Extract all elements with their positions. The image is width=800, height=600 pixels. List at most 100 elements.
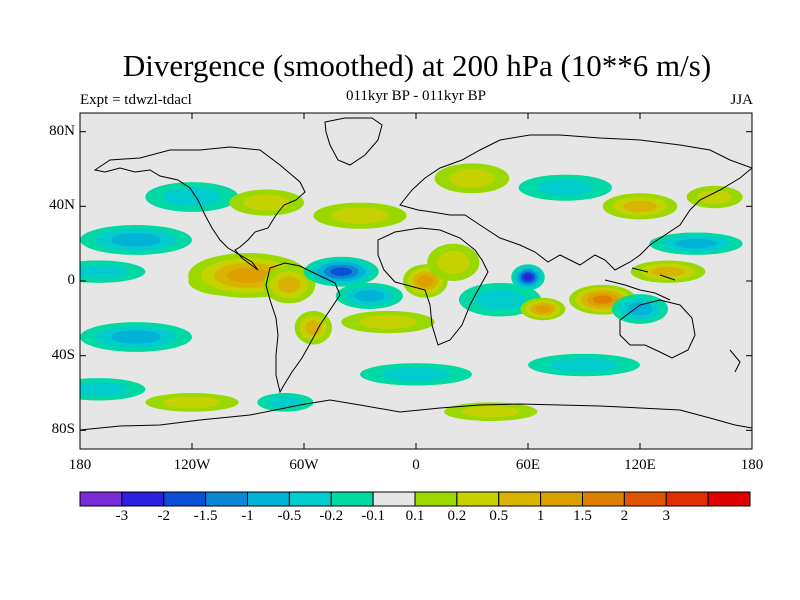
coastline-antarctica xyxy=(80,399,752,431)
coastline-north-america xyxy=(93,146,306,271)
colorbar-swatch xyxy=(498,491,542,507)
divergence-blob xyxy=(294,310,333,345)
divergence-contour xyxy=(227,267,269,284)
divergence-contour xyxy=(549,358,619,372)
divergence-blob xyxy=(630,260,706,283)
divergence-contour xyxy=(623,200,657,213)
colorbar-label: -3 xyxy=(115,508,129,524)
divergence-contour xyxy=(535,305,551,313)
coastline-new-zealand xyxy=(729,349,741,373)
colorbar-label: 0.2 xyxy=(447,508,467,524)
colorbar-swatch xyxy=(163,491,207,507)
coastline-greenland xyxy=(324,117,383,166)
coastline-eurasia xyxy=(399,134,752,271)
divergence-contour xyxy=(163,396,221,409)
coastline-maritime-continent xyxy=(604,267,676,301)
page-title: Divergence (smoothed) at 200 hPa (10**6 … xyxy=(122,48,712,83)
axis-ticks xyxy=(79,113,753,449)
divergence-contour xyxy=(381,367,451,382)
colorbar-label: 1.5 xyxy=(573,508,592,524)
colorbar-label: -1 xyxy=(241,508,254,524)
divergence-contour xyxy=(449,169,495,188)
colorbar-swatch xyxy=(330,491,374,507)
divergence-blob xyxy=(80,322,192,352)
colorbar-swatch xyxy=(623,491,667,507)
colorbar-swatch xyxy=(205,491,248,507)
coastline-australia xyxy=(619,299,696,359)
divergence-contour xyxy=(461,405,520,418)
divergence-blob xyxy=(257,393,314,412)
colorbar-swatch xyxy=(414,491,458,507)
divergence-contour xyxy=(305,320,322,336)
colorbar xyxy=(79,491,751,507)
divergence-contour xyxy=(243,194,290,211)
divergence-blob xyxy=(511,264,545,291)
divergence-blob xyxy=(262,266,316,304)
colorbar-swatch xyxy=(665,491,709,507)
divergence-contour xyxy=(359,315,417,329)
lat-tick-label: 40S xyxy=(51,346,75,363)
colorbar-label: -1.5 xyxy=(193,508,218,524)
divergence-contour xyxy=(277,276,301,294)
divergence-blob xyxy=(518,174,612,201)
season-label: JJA xyxy=(730,92,753,108)
colorbar-swatch xyxy=(456,491,500,507)
divergence-blob xyxy=(427,243,480,281)
divergence-field xyxy=(80,163,743,421)
divergence-contour xyxy=(330,267,353,276)
divergence-contour xyxy=(474,289,526,311)
divergence-contour xyxy=(268,396,303,409)
divergence-contour xyxy=(111,330,161,344)
divergence-blob xyxy=(458,282,542,317)
divergence-blob xyxy=(434,163,510,194)
divergence-contour xyxy=(675,238,717,249)
divergence-blob xyxy=(444,402,538,421)
lat-tick-label: 80S xyxy=(51,421,75,438)
divergence-blob xyxy=(360,363,472,386)
colorbar-label: 1 xyxy=(536,508,545,524)
colorbar-label: -0.2 xyxy=(319,508,344,524)
colorbar-swatch xyxy=(707,491,751,507)
lon-tick-label: 180 xyxy=(68,457,92,473)
divergence-contour xyxy=(651,266,685,277)
colorbar-label: 2 xyxy=(620,508,629,524)
divergence-blob xyxy=(528,353,640,377)
divergence-contour xyxy=(331,207,389,224)
divergence-contour xyxy=(80,264,128,279)
divergence-contour xyxy=(697,190,732,204)
lon-tick-label: 60W xyxy=(289,457,319,473)
divergence-contour xyxy=(111,233,161,247)
colorbar-label: -0.5 xyxy=(277,508,302,524)
colorbar-swatch xyxy=(247,491,290,507)
divergence-blob xyxy=(145,393,239,412)
divergence-blob xyxy=(80,378,146,401)
divergence-contour xyxy=(627,302,653,316)
colorbar-swatch xyxy=(540,491,583,507)
lat-tick-label: 40N xyxy=(49,197,75,214)
lon-tick-label: 60E xyxy=(515,457,541,473)
divergence-blob xyxy=(313,202,407,229)
lon-tick-label: 0 xyxy=(412,457,420,473)
divergence-blob xyxy=(145,182,239,212)
divergence-blob xyxy=(304,256,379,287)
colorbar-swatch xyxy=(372,491,416,507)
divergence-blob xyxy=(602,193,678,220)
colorbar-label: 0.5 xyxy=(489,508,509,524)
divergence-blob xyxy=(341,310,435,334)
divergence-blob xyxy=(335,282,403,309)
colorbar-label: -0.1 xyxy=(361,508,385,524)
coastline-south-america xyxy=(265,262,341,394)
coastlines xyxy=(80,117,752,431)
divergence-blob xyxy=(80,260,146,283)
divergence-blob xyxy=(520,297,566,321)
divergence-contour xyxy=(437,250,470,274)
lon-tick-label: 180 xyxy=(740,457,764,473)
colorbar-swatch xyxy=(288,491,332,507)
colorbar-label: -2 xyxy=(157,508,171,524)
experiment-label: Expt = tdwzl-tdacl xyxy=(80,92,192,108)
lat-tick-label: 80N xyxy=(49,122,75,139)
divergence-contour xyxy=(536,179,595,196)
colorbar-swatch xyxy=(582,491,625,507)
divergence-contour xyxy=(80,382,128,397)
divergence-blob xyxy=(649,232,743,255)
